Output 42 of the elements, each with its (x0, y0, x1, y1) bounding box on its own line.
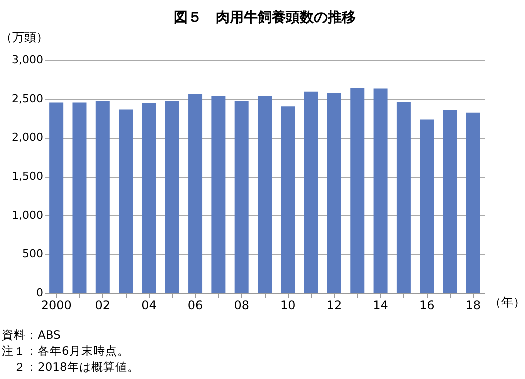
x-tick-label: 10 (280, 298, 296, 312)
bar (188, 94, 203, 293)
bar (142, 103, 156, 293)
x-tick-label: 14 (373, 298, 388, 312)
bar (420, 120, 434, 293)
bar (396, 102, 411, 293)
x-tick-label: 08 (234, 298, 250, 312)
bar (466, 112, 480, 293)
bar (374, 88, 388, 293)
y-tick-label: 3,000 (12, 54, 44, 66)
text: 注１：各年6月末時点。 (2, 343, 130, 359)
x-tick-label: 12 (326, 298, 342, 312)
bar (96, 101, 110, 293)
x-tick-label: 2000 (41, 298, 72, 312)
y-tick-label: 0 (36, 286, 44, 300)
bar (119, 110, 134, 293)
bar (327, 93, 342, 293)
y-tick-label: 2,000 (12, 131, 44, 144)
x-tick-label: 02 (95, 298, 111, 312)
bar (72, 102, 87, 293)
x-tick-label: 06 (188, 298, 204, 312)
y-tick-label: 2,500 (12, 92, 44, 106)
y-tick-label: 1,000 (12, 208, 44, 222)
chart-title: 図５ 肉用牛飼養頭数の推移 (174, 9, 356, 26)
bar (258, 96, 272, 293)
x-tick-label: 18 (466, 298, 482, 312)
bar (304, 92, 318, 293)
y-tick-label: 1,500 (12, 170, 44, 183)
bar (350, 88, 365, 293)
bar (443, 110, 458, 293)
bar (50, 102, 64, 293)
bar (212, 96, 226, 293)
bar (234, 101, 249, 293)
y-axis-title: （万頭） (0, 30, 48, 44)
text: ２：2018年は概算値。 (13, 359, 140, 375)
text: 資料：ABS (2, 327, 62, 343)
bar (165, 101, 180, 293)
x-tick-label: 16 (419, 298, 435, 312)
x-axis-title: （年） (490, 296, 525, 310)
bar (281, 106, 296, 293)
x-tick-label: 04 (142, 298, 157, 312)
y-tick-label: 500 (22, 248, 44, 261)
